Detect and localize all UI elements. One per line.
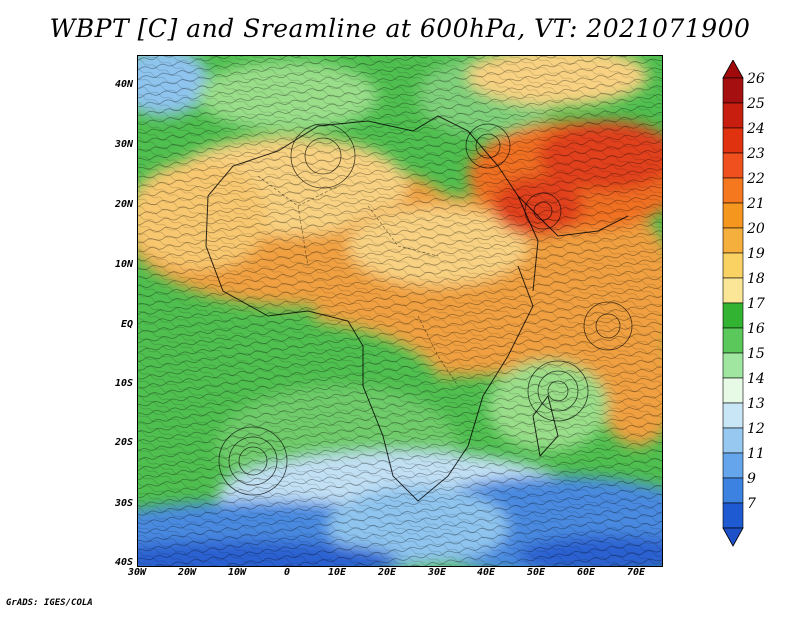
- lon-tick-label: 30E: [427, 567, 447, 578]
- map-panel: [137, 55, 663, 567]
- colorbar-swatch: [722, 402, 744, 429]
- colorbar-swatch: [722, 427, 744, 454]
- lon-tick-label: 30W: [127, 567, 147, 578]
- colorbar-label: 19: [747, 246, 765, 262]
- lat-tick-label: 40S: [114, 557, 133, 568]
- colorbar-label: 26: [747, 71, 765, 87]
- colorbar-label: 13: [747, 396, 765, 412]
- colorbar-swatch: [722, 102, 744, 129]
- colorbar-swatch: [722, 202, 744, 229]
- lon-tick-label: 10E: [327, 567, 347, 578]
- lon-tick-label: 40E: [476, 567, 496, 578]
- lon-tick-label: 20E: [377, 567, 397, 578]
- lon-tick-label: 10W: [227, 567, 247, 578]
- colorbar-upper-arrow: [722, 60, 744, 79]
- colorbar: [722, 60, 744, 547]
- colorbar-label: 25: [747, 96, 765, 112]
- wbpt-field: [138, 56, 662, 566]
- colorbar-label: 14: [747, 371, 765, 387]
- colorbar-lower-arrow: [722, 527, 744, 547]
- colorbar-swatch: [722, 177, 744, 204]
- colorbar-label: 15: [747, 346, 765, 362]
- lon-tick-label: 50E: [526, 567, 546, 578]
- lon-tick-label: 60E: [576, 567, 596, 578]
- lon-tick-label: 70E: [626, 567, 646, 578]
- colorbar-swatch: [722, 77, 744, 104]
- colorbar-swatch: [722, 277, 744, 304]
- lat-tick-label: 10N: [114, 259, 133, 270]
- colorbar-swatch: [722, 502, 744, 529]
- colorbar-swatch: [722, 327, 744, 354]
- colorbar-label: 17: [747, 296, 765, 312]
- colorbar-label: 21: [747, 196, 765, 212]
- colorbar-swatch: [722, 127, 744, 154]
- lat-tick-label: 30S: [114, 498, 133, 509]
- lat-tick-label: EQ: [120, 319, 133, 330]
- colorbar-label: 22: [747, 171, 765, 187]
- colorbar-swatch: [722, 352, 744, 379]
- lon-tick-label: 20W: [177, 567, 197, 578]
- lat-tick-label: 20S: [114, 437, 133, 448]
- colorbar-label: 11: [747, 446, 765, 462]
- lon-tick-label: 0: [283, 567, 291, 578]
- colorbar-swatch: [722, 227, 744, 254]
- colorbar-label: 20: [747, 221, 765, 237]
- colorbar-swatch: [722, 302, 744, 329]
- colorbar-label: 18: [747, 271, 765, 287]
- lat-tick-label: 30N: [114, 139, 133, 150]
- colorbar-label: 23: [747, 146, 765, 162]
- lat-tick-label: 40N: [114, 79, 133, 90]
- lat-tick-label: 20N: [114, 199, 133, 210]
- colorbar-swatch: [722, 152, 744, 179]
- colorbar-label: 7: [747, 496, 756, 512]
- colorbar-label: 12: [747, 421, 765, 437]
- map-title: WBPT [C] and Sreamline at 600hPa, VT: 20…: [49, 14, 751, 43]
- colorbar-label: 9: [747, 471, 756, 487]
- colorbar-label: 24: [747, 121, 765, 137]
- colorbar-label: 16: [747, 321, 765, 337]
- lat-tick-label: 10S: [114, 378, 133, 389]
- colorbar-swatch: [722, 452, 744, 479]
- footer-credit: GrADS: IGES/COLA: [6, 598, 93, 608]
- colorbar-swatch: [722, 477, 744, 504]
- colorbar-swatch: [722, 377, 744, 404]
- colorbar-swatch: [722, 252, 744, 279]
